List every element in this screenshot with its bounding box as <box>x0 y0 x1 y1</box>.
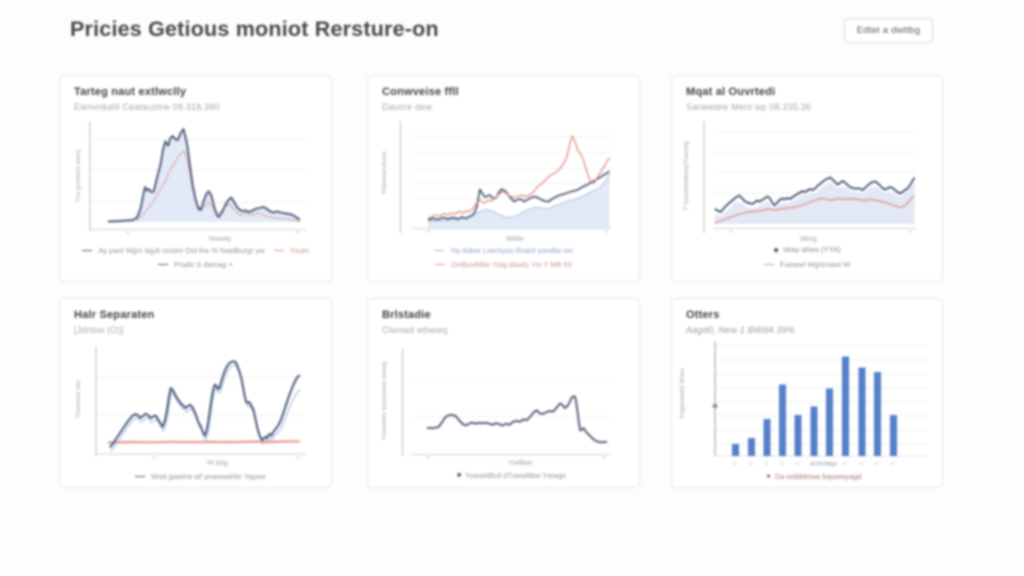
svg-text:Ywdtwe: Ywdtwe <box>508 460 533 467</box>
svg-text:Ywgwwwbd Www: Ywgwwwbd Www <box>679 368 686 420</box>
svg-text:v: v <box>828 461 831 467</box>
svg-text:Yewwly: Yewwly <box>208 236 232 243</box>
svg-text:Ye brig: Ye brig <box>206 460 228 467</box>
svg-text:a-mixtwga: a-mixtwga <box>810 462 838 468</box>
svg-text:v: v <box>876 461 879 467</box>
svg-text:v: v <box>812 461 815 467</box>
svg-text:+: + <box>296 231 300 237</box>
svg-text:+: + <box>152 456 156 462</box>
svg-text:Welte: Welte <box>506 236 524 243</box>
svg-text:+: + <box>908 230 912 236</box>
svg-text:v: v <box>781 461 784 467</box>
svg-text:v: v <box>750 461 753 467</box>
svg-text:+: + <box>296 456 300 462</box>
svg-text:+: + <box>605 230 609 236</box>
svg-text:Ykbawwrvtwue: Ykbawwrvtwue <box>381 151 388 195</box>
svg-text:+: + <box>126 231 130 237</box>
svg-text:Y hywwtwwbwq/Ywwvtg: Y hywwtwwbwq/Ywwvtg <box>683 141 690 211</box>
svg-text:+: + <box>426 456 430 462</box>
svg-text:v: v <box>796 461 799 467</box>
svg-text:v: v <box>734 461 737 467</box>
svg-text:+: + <box>602 456 606 462</box>
svg-text:v: v <box>765 461 768 467</box>
svg-text:Werg: Werg <box>800 236 817 243</box>
svg-text:+: + <box>729 230 733 236</box>
svg-text:v: v <box>844 461 847 467</box>
svg-text:Ywwwtwv wvywwwd wwwg: Ywwwtwv wvywwwd wwwg <box>381 361 388 440</box>
svg-text:+: + <box>427 230 431 236</box>
svg-text:Yrw prwtwrd wwrq: Yrw prwtwrd wwrq <box>75 149 82 202</box>
svg-text:Ywwwwx wtv: Ywwwwx wtv <box>75 379 82 418</box>
svg-text:v: v <box>860 461 863 467</box>
svg-text:v: v <box>892 461 895 467</box>
